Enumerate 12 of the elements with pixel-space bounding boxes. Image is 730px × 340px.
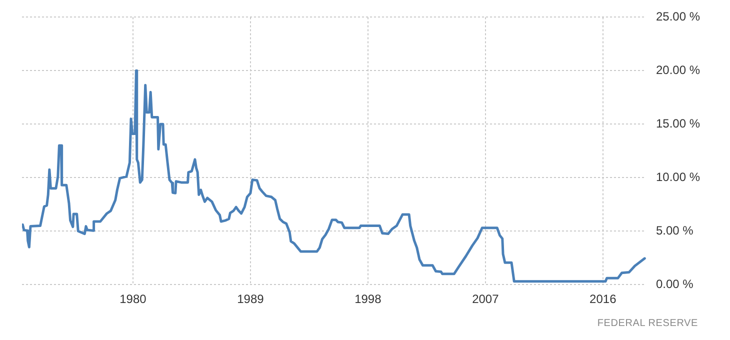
x-tick-label: 1980 <box>120 292 147 306</box>
y-tick-label: 0.00 % <box>656 276 694 291</box>
y-tick-label: 20.00 % <box>656 62 700 77</box>
text: FEDERAL RESERVE <box>597 318 698 329</box>
x-tick-label: 1998 <box>354 292 382 306</box>
y-tick-label: 10.00 % <box>656 170 700 184</box>
y-tick-label: 15.00 % <box>656 116 700 130</box>
y-tick-label: 5.00 % <box>656 223 694 238</box>
y-tick-label: 25.00 % <box>656 10 700 24</box>
x-tick-label: 2007 <box>472 292 500 306</box>
x-tick-label: 2016 <box>590 292 617 306</box>
x-tick-label: 1989 <box>237 292 264 306</box>
